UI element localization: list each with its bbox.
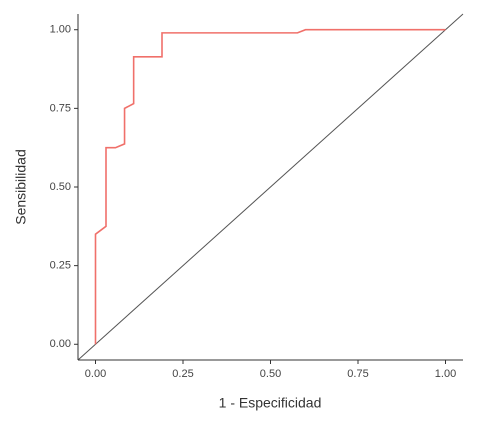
y-axis-title: Sensibilidad: [13, 149, 29, 225]
y-tick-label: 0.00: [50, 338, 71, 350]
y-tick-label: 1.00: [50, 24, 71, 36]
roc-curve: [94, 28, 446, 345]
x-tick-label: 0.25: [172, 368, 193, 380]
reference-line: [77, 13, 464, 361]
x-tick-label: 0.75: [347, 368, 368, 380]
y-tick-label: 0.50: [50, 181, 71, 193]
x-axis-title: 1 - Especificidad: [219, 395, 322, 411]
x-tick-label: 0.00: [85, 368, 106, 380]
y-tick-label: 0.75: [50, 102, 71, 114]
x-tick-label: 1.00: [435, 368, 456, 380]
y-tick-label: 0.25: [50, 260, 71, 272]
x-tick-label: 0.50: [260, 368, 281, 380]
